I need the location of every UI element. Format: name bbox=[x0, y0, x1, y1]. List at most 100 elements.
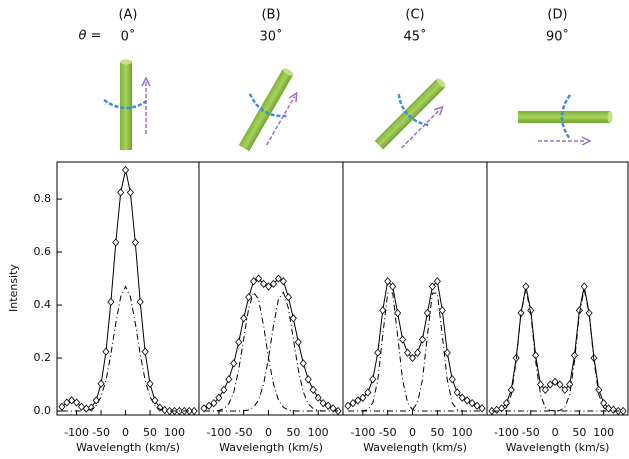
data-point bbox=[570, 351, 579, 360]
y-tick-label: 0.0 bbox=[34, 404, 52, 417]
data-point bbox=[609, 405, 617, 414]
data-point bbox=[269, 279, 278, 288]
x-axis-label: Wavelength (km/s) bbox=[506, 441, 610, 454]
x-tick-label: -50 bbox=[522, 426, 540, 439]
data-point bbox=[438, 306, 446, 315]
data-point bbox=[73, 398, 81, 407]
x-tick-label: -50 bbox=[235, 426, 253, 439]
x-tick-label: 50 bbox=[430, 426, 444, 439]
data-point bbox=[68, 396, 76, 405]
data-point bbox=[102, 347, 110, 356]
data-point bbox=[349, 398, 357, 408]
data-point bbox=[404, 348, 412, 357]
x-tick-label: -100 bbox=[494, 426, 519, 439]
data-point bbox=[166, 406, 174, 416]
data-point bbox=[260, 279, 268, 288]
data-point bbox=[220, 385, 228, 394]
data-point bbox=[374, 348, 382, 357]
data-point bbox=[463, 396, 471, 405]
data-point bbox=[63, 398, 71, 407]
cylinder-a bbox=[103, 59, 151, 150]
data-point bbox=[136, 297, 144, 306]
panel-title: (D) bbox=[547, 8, 567, 23]
data-point bbox=[117, 188, 125, 197]
panel-angle: 90˚ bbox=[546, 29, 569, 45]
data-point bbox=[443, 348, 451, 357]
x-tick-label: 0 bbox=[552, 426, 559, 439]
series-line bbox=[347, 280, 483, 409]
x-tick-label: 100 bbox=[452, 426, 473, 439]
data-point bbox=[458, 393, 466, 402]
data-point bbox=[551, 377, 559, 386]
data-point bbox=[264, 282, 273, 291]
x-axis-label: Wavelength (km/s) bbox=[363, 441, 467, 454]
data-point bbox=[146, 379, 154, 388]
data-point bbox=[359, 393, 367, 402]
panel-angle: 45˚ bbox=[403, 29, 426, 45]
data-point bbox=[344, 401, 352, 410]
data-point bbox=[294, 338, 302, 347]
data-point bbox=[58, 402, 66, 411]
data-point bbox=[418, 335, 426, 344]
y-tick-label: 0.4 bbox=[34, 298, 52, 311]
x-tick-label: 50 bbox=[572, 426, 586, 439]
data-point bbox=[423, 308, 431, 318]
data-point bbox=[324, 401, 332, 410]
data-point bbox=[240, 314, 248, 323]
data-point bbox=[126, 188, 134, 197]
data-point bbox=[394, 308, 402, 318]
data-point bbox=[556, 380, 564, 389]
data-point bbox=[354, 396, 362, 405]
data-point bbox=[235, 338, 243, 347]
panel-title: (C) bbox=[405, 8, 424, 23]
data-point bbox=[379, 306, 387, 315]
x-tick-label: 50 bbox=[286, 426, 300, 439]
data-point bbox=[250, 277, 258, 286]
data-point bbox=[299, 359, 307, 368]
data-point bbox=[468, 398, 476, 408]
data-point bbox=[185, 406, 193, 416]
data-point bbox=[585, 308, 593, 318]
data-point bbox=[605, 404, 613, 413]
data-point bbox=[575, 306, 583, 315]
data-point bbox=[413, 348, 422, 357]
x-tick-label: -50 bbox=[92, 426, 110, 439]
data-point bbox=[210, 398, 218, 408]
data-point bbox=[478, 404, 486, 413]
cylinder-c bbox=[374, 78, 446, 150]
data-point bbox=[561, 385, 569, 394]
data-point bbox=[255, 274, 263, 283]
panel-title: (B) bbox=[261, 8, 280, 23]
x-tick-label: 100 bbox=[593, 426, 614, 439]
x-tick-label: -100 bbox=[206, 426, 231, 439]
series-line bbox=[491, 289, 624, 412]
y-tick-label: 0.8 bbox=[34, 192, 52, 205]
data-point bbox=[498, 404, 506, 413]
x-tick-label: -100 bbox=[64, 426, 89, 439]
data-point bbox=[141, 347, 149, 356]
data-point bbox=[161, 405, 169, 415]
plot-frame bbox=[486, 161, 629, 416]
series-line bbox=[491, 286, 624, 412]
data-point bbox=[595, 385, 603, 394]
data-point bbox=[309, 385, 317, 394]
data-point bbox=[428, 282, 436, 291]
data-point bbox=[215, 393, 223, 402]
data-point bbox=[284, 292, 292, 302]
series-line bbox=[204, 291, 338, 412]
x-axis-label: Wavelength (km/s) bbox=[219, 441, 323, 454]
series-line bbox=[203, 277, 339, 412]
data-point bbox=[304, 375, 312, 384]
data-point bbox=[389, 282, 397, 291]
panel-angle: 0˚ bbox=[121, 29, 136, 45]
panel-title: (A) bbox=[118, 8, 137, 23]
data-point bbox=[493, 405, 501, 414]
x-tick-label: 100 bbox=[164, 426, 185, 439]
plot-frame bbox=[56, 161, 200, 416]
data-point bbox=[131, 238, 139, 247]
data-point bbox=[225, 375, 233, 384]
y-tick-label: 0.6 bbox=[34, 245, 52, 258]
data-point bbox=[546, 380, 554, 389]
data-point bbox=[334, 406, 342, 416]
